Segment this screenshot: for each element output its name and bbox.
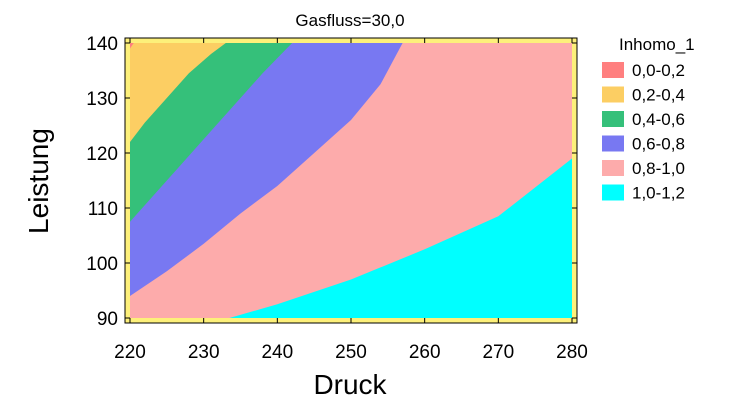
y-axis-label: Leistung (23, 128, 54, 234)
x-tick-label: 260 (409, 342, 441, 363)
legend-label: 0,6-0,8 (632, 135, 685, 154)
legend-label: 0,4-0,6 (632, 110, 685, 129)
legend-swatch (602, 160, 624, 176)
axes: 220 230 240 250 260 270 280 90 100 110 120 130 140 (86, 34, 588, 363)
y-tick-label: 100 (86, 254, 118, 275)
x-tick-label: 220 (114, 342, 146, 363)
chart-title: Gasfluss=30,0 (295, 11, 404, 30)
legend-swatch (602, 86, 624, 103)
x-tick-label: 270 (482, 342, 514, 363)
legend-title: Inhomo_1 (619, 35, 695, 54)
legend-label: 1,0-1,2 (632, 184, 685, 203)
legend-swatch (602, 111, 624, 127)
x-tick-label: 250 (335, 342, 367, 363)
legend-swatch (602, 135, 624, 152)
legend-label: 0,2-0,4 (632, 86, 685, 105)
y-tick-label: 90 (97, 309, 118, 330)
x-tick-label: 240 (261, 342, 293, 363)
band-0,2-0,4 (130, 43, 226, 142)
y-tick-label: 110 (88, 199, 118, 220)
legend-label: 0,0-0,2 (632, 61, 685, 80)
x-tick-label: 280 (556, 342, 588, 363)
legend-label: 0,8-1,0 (632, 159, 685, 178)
x-axis-label: Druck (313, 369, 387, 400)
y-tick-label: 130 (86, 89, 118, 110)
y-tick-label: 120 (86, 144, 118, 165)
plot-area (124, 37, 578, 324)
legend: Inhomo_1 0,0-0,2 0,2-0,4 0,4-0,6 0,6-0,8 0,8… (602, 35, 695, 203)
legend-swatch (602, 62, 624, 78)
band-0,0-0,2 (130, 43, 134, 49)
legend-swatch (602, 184, 624, 201)
x-tick-label: 230 (188, 342, 220, 363)
y-tick-label: 140 (86, 34, 118, 55)
